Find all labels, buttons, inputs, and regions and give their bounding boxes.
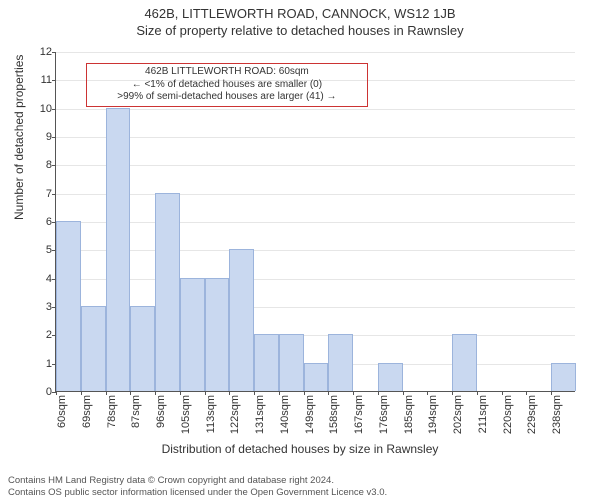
x-tick-label: 96sqm bbox=[155, 391, 167, 428]
footer-line2: Contains OS public sector information li… bbox=[8, 487, 387, 498]
y-tick-label: 10 bbox=[34, 103, 52, 115]
y-tick-mark bbox=[52, 165, 56, 166]
x-tick-label: 69sqm bbox=[81, 391, 93, 428]
annotation-line2: ← <1% of detached houses are smaller (0) bbox=[91, 79, 363, 92]
y-tick-label: 9 bbox=[34, 131, 52, 143]
x-tick-label: 113sqm bbox=[205, 391, 217, 433]
x-tick-label: 60sqm bbox=[56, 391, 68, 428]
x-tick-label: 176sqm bbox=[378, 391, 390, 434]
x-tick-label: 78sqm bbox=[106, 391, 118, 428]
x-tick-label: 185sqm bbox=[403, 391, 415, 434]
x-tick-label: 87sqm bbox=[130, 391, 142, 428]
y-tick-label: 5 bbox=[34, 244, 52, 256]
y-tick-label: 0 bbox=[34, 386, 52, 398]
x-tick-label: 238sqm bbox=[551, 391, 563, 434]
x-tick-label: 140sqm bbox=[279, 391, 291, 434]
chart-title-address: 462B, LITTLEWORTH ROAD, CANNOCK, WS12 1J… bbox=[0, 0, 600, 21]
y-tick-label: 6 bbox=[34, 216, 52, 228]
gridline bbox=[56, 165, 575, 166]
histogram-bar bbox=[254, 334, 279, 391]
plot-region: 012345678910111260sqm69sqm78sqm87sqm96sq… bbox=[55, 52, 575, 392]
gridline bbox=[56, 279, 575, 280]
histogram-bar bbox=[106, 108, 131, 391]
x-tick-label: 131sqm bbox=[254, 391, 266, 434]
gridline bbox=[56, 52, 575, 53]
x-tick-label: 122sqm bbox=[229, 391, 241, 434]
x-tick-label: 229sqm bbox=[526, 391, 538, 434]
y-tick-label: 1 bbox=[34, 358, 52, 370]
y-tick-label: 12 bbox=[34, 46, 52, 58]
annotation-line3: >99% of semi-detached houses are larger … bbox=[91, 91, 363, 104]
y-tick-mark bbox=[52, 109, 56, 110]
gridline bbox=[56, 137, 575, 138]
histogram-bar bbox=[180, 278, 205, 391]
x-tick-label: 105sqm bbox=[180, 391, 192, 434]
y-tick-mark bbox=[52, 52, 56, 53]
x-tick-label: 194sqm bbox=[427, 391, 439, 434]
gridline bbox=[56, 109, 575, 110]
y-tick-label: 8 bbox=[34, 159, 52, 171]
histogram-bar bbox=[130, 306, 155, 391]
histogram-bar bbox=[551, 363, 576, 391]
chart-container: 462B, LITTLEWORTH ROAD, CANNOCK, WS12 1J… bbox=[0, 0, 600, 500]
y-tick-label: 2 bbox=[34, 329, 52, 341]
histogram-bar bbox=[452, 334, 477, 391]
x-tick-label: 211sqm bbox=[477, 391, 489, 433]
chart-title-description: Size of property relative to detached ho… bbox=[0, 21, 600, 38]
y-tick-mark bbox=[52, 137, 56, 138]
footer-line1: Contains HM Land Registry data © Crown c… bbox=[8, 475, 387, 486]
x-axis-label: Distribution of detached houses by size … bbox=[0, 442, 600, 456]
footer-attribution: Contains HM Land Registry data © Crown c… bbox=[8, 475, 387, 498]
y-tick-label: 4 bbox=[34, 273, 52, 285]
y-tick-mark bbox=[52, 194, 56, 195]
chart-area: 012345678910111260sqm69sqm78sqm87sqm96sq… bbox=[55, 52, 575, 392]
histogram-bar bbox=[304, 363, 329, 391]
histogram-bar bbox=[155, 193, 180, 391]
histogram-bar bbox=[81, 306, 106, 391]
gridline bbox=[56, 222, 575, 223]
x-tick-label: 202sqm bbox=[452, 391, 464, 434]
gridline bbox=[56, 250, 575, 251]
annotation-box: 462B LITTLEWORTH ROAD: 60sqm← <1% of det… bbox=[86, 63, 368, 107]
histogram-bar bbox=[229, 249, 254, 391]
y-axis-label: Number of detached properties bbox=[12, 55, 26, 220]
x-tick-label: 149sqm bbox=[304, 391, 316, 434]
histogram-bar bbox=[378, 363, 403, 391]
histogram-bar bbox=[205, 278, 230, 391]
x-tick-label: 158sqm bbox=[328, 391, 340, 434]
x-tick-label: 167sqm bbox=[353, 391, 365, 434]
x-tick-label: 220sqm bbox=[502, 391, 514, 434]
y-tick-label: 11 bbox=[34, 74, 52, 86]
histogram-bar bbox=[279, 334, 304, 391]
y-tick-mark bbox=[52, 80, 56, 81]
y-tick-label: 7 bbox=[34, 188, 52, 200]
gridline bbox=[56, 194, 575, 195]
histogram-bar bbox=[328, 334, 353, 391]
annotation-line1: 462B LITTLEWORTH ROAD: 60sqm bbox=[91, 66, 363, 79]
histogram-bar bbox=[56, 221, 81, 391]
y-tick-label: 3 bbox=[34, 301, 52, 313]
